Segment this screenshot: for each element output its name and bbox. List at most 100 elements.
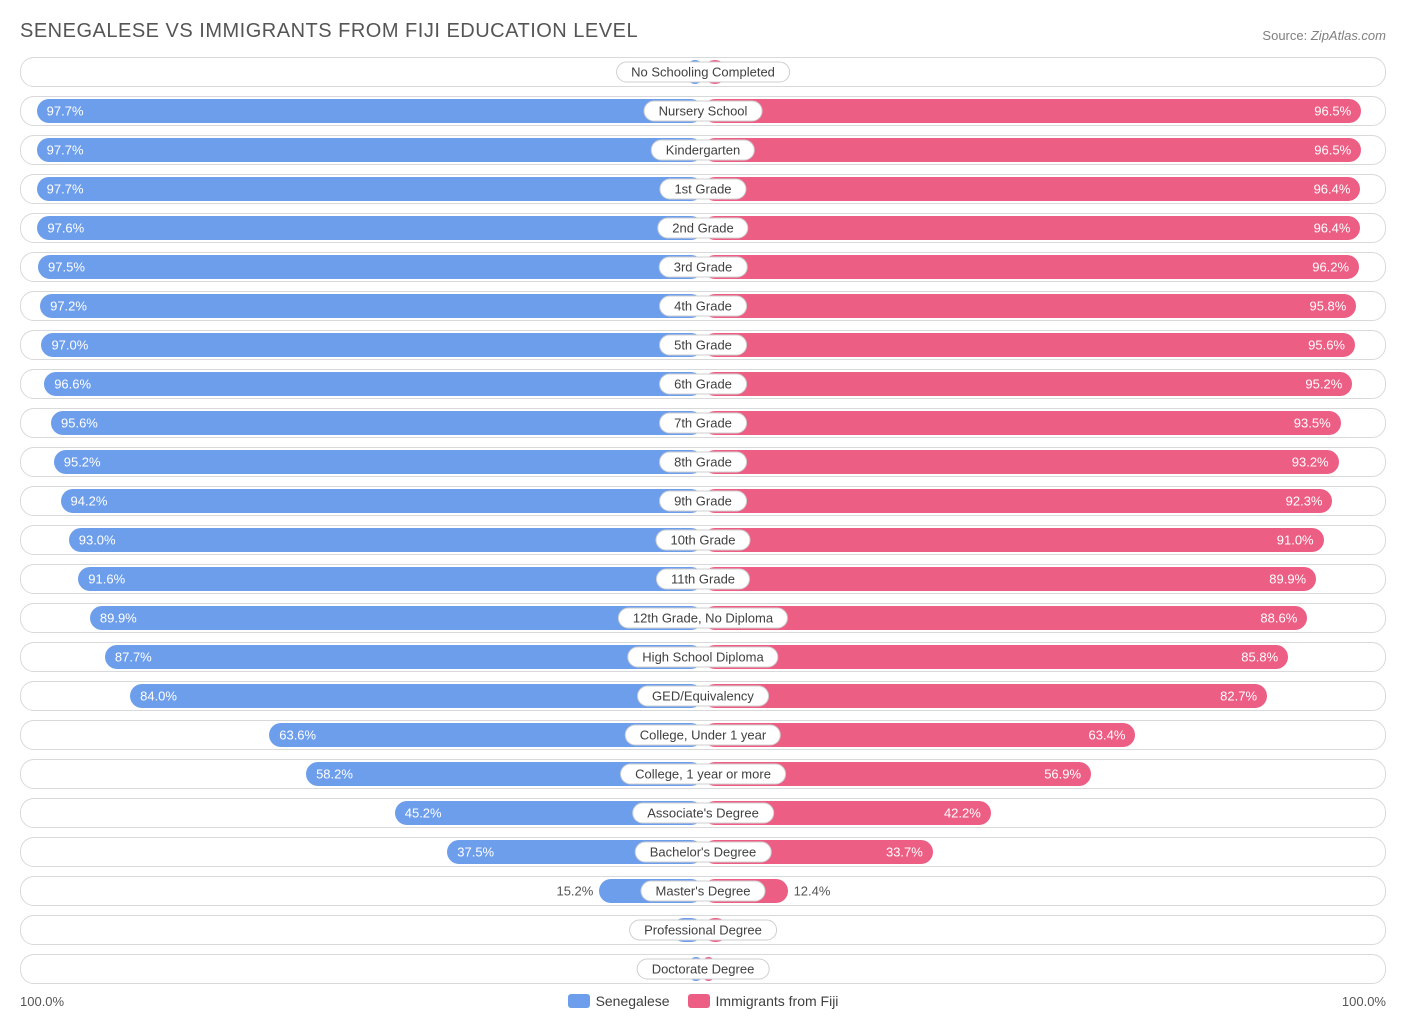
bar-left	[90, 606, 703, 630]
category-label: Nursery School	[644, 101, 763, 122]
category-label: 9th Grade	[659, 491, 747, 512]
pct-left: 95.2%	[64, 455, 101, 470]
category-label: 10th Grade	[655, 530, 750, 551]
category-label: Doctorate Degree	[637, 959, 770, 980]
chart-row: 2.0%1.6%Doctorate Degree	[20, 954, 1386, 984]
bar-right	[703, 177, 1360, 201]
pct-left: 94.2%	[71, 494, 108, 509]
category-label: Professional Degree	[629, 920, 777, 941]
chart-row: 15.2%12.4%Master's Degree	[20, 876, 1386, 906]
legend-item-right: Immigrants from Fiji	[688, 993, 839, 1009]
pct-right: 12.4%	[794, 884, 831, 899]
chart-row: 97.7% 96.5% Nursery School	[20, 96, 1386, 126]
chart-source: Source: ZipAtlas.com	[1262, 28, 1386, 43]
chart-row: 97.2% 95.8% 4th Grade	[20, 291, 1386, 321]
chart-header: SENEGALESE VS IMMIGRANTS FROM FIJI EDUCA…	[20, 20, 1386, 43]
chart-row: 91.6%89.9%11th Grade	[20, 564, 1386, 594]
bar-right	[703, 489, 1332, 513]
pct-right: 42.2%	[944, 806, 981, 821]
category-label: 7th Grade	[659, 413, 747, 434]
chart-row: 95.6% 93.5% 7th Grade	[20, 408, 1386, 438]
chart-row: 97.5% 96.2% 3rd Grade	[20, 252, 1386, 282]
bar-left	[37, 177, 703, 201]
pct-left: 97.7%	[47, 104, 84, 119]
category-label: Bachelor's Degree	[635, 842, 772, 863]
legend-swatch-right	[688, 994, 710, 1008]
pct-left: 97.7%	[47, 182, 84, 197]
bar-right	[703, 216, 1360, 240]
category-label: 11th Grade	[656, 569, 750, 590]
chart-row: 93.0%91.0%10th Grade	[20, 525, 1386, 555]
pct-left: 96.6%	[54, 377, 91, 392]
pct-right: 93.5%	[1294, 416, 1331, 431]
chart-row: 87.7%85.8%High School Diploma	[20, 642, 1386, 672]
category-label: 4th Grade	[659, 296, 747, 317]
legend-label-left: Senegalese	[596, 993, 670, 1009]
chart-row: 89.9%88.6%12th Grade, No Diploma	[20, 603, 1386, 633]
pct-left: 97.5%	[48, 260, 85, 275]
pct-right: 95.8%	[1309, 299, 1346, 314]
pct-right: 93.2%	[1292, 455, 1329, 470]
chart-row: 97.6% 96.4% 2nd Grade	[20, 213, 1386, 243]
bar-right	[703, 411, 1341, 435]
category-label: 3rd Grade	[659, 257, 748, 278]
bar-right	[703, 567, 1316, 591]
category-label: 2nd Grade	[657, 218, 748, 239]
bar-right	[703, 528, 1324, 552]
pct-left: 97.6%	[47, 221, 84, 236]
category-label: 1st Grade	[659, 179, 746, 200]
legend-label-right: Immigrants from Fiji	[716, 993, 839, 1009]
bar-right	[703, 684, 1267, 708]
chart-row: 63.6%63.4%College, Under 1 year	[20, 720, 1386, 750]
chart-footer: 100.0% Senegalese Immigrants from Fiji 1…	[20, 993, 1386, 1009]
chart-row: 4.6%3.7%Professional Degree	[20, 915, 1386, 945]
chart-row: 2.3%3.5%No Schooling Completed	[20, 57, 1386, 87]
pct-right: 91.0%	[1277, 533, 1314, 548]
pct-left: 97.7%	[47, 143, 84, 158]
pct-left: 95.6%	[61, 416, 98, 431]
bar-right	[703, 99, 1361, 123]
pct-left: 97.0%	[51, 338, 88, 353]
bar-right	[703, 372, 1352, 396]
legend: Senegalese Immigrants from Fiji	[568, 993, 839, 1009]
category-label: GED/Equivalency	[637, 686, 769, 707]
pct-right: 96.5%	[1314, 143, 1351, 158]
pct-right: 82.7%	[1220, 689, 1257, 704]
bar-left	[37, 216, 703, 240]
pct-right: 88.6%	[1260, 611, 1297, 626]
axis-right-max: 100.0%	[1342, 994, 1386, 1009]
pct-left: 63.6%	[279, 728, 316, 743]
pct-right: 96.4%	[1314, 182, 1351, 197]
legend-item-left: Senegalese	[568, 993, 670, 1009]
bar-left	[105, 645, 703, 669]
category-label: College, 1 year or more	[620, 764, 786, 785]
pct-left: 91.6%	[88, 572, 125, 587]
category-label: 6th Grade	[659, 374, 747, 395]
bar-left	[69, 528, 703, 552]
pct-left: 97.2%	[50, 299, 87, 314]
bar-left	[130, 684, 703, 708]
category-label: No Schooling Completed	[616, 62, 790, 83]
bar-left	[41, 333, 703, 357]
chart-title: SENEGALESE VS IMMIGRANTS FROM FIJI EDUCA…	[20, 20, 638, 43]
category-label: Associate's Degree	[632, 803, 774, 824]
chart-row: 95.2% 93.2% 8th Grade	[20, 447, 1386, 477]
category-label: 8th Grade	[659, 452, 747, 473]
chart-row: 97.7%96.5%Kindergarten	[20, 135, 1386, 165]
category-label: College, Under 1 year	[625, 725, 781, 746]
pct-right: 92.3%	[1286, 494, 1323, 509]
diverging-bar-chart: 2.3%3.5%No Schooling Completed 97.7% 96.5%…	[20, 57, 1386, 984]
category-label: 5th Grade	[659, 335, 747, 356]
pct-left: 45.2%	[405, 806, 442, 821]
bar-left	[51, 411, 703, 435]
pct-right: 96.2%	[1312, 260, 1349, 275]
pct-left: 37.5%	[457, 845, 494, 860]
pct-left: 84.0%	[140, 689, 177, 704]
pct-right: 96.4%	[1314, 221, 1351, 236]
category-label: Master's Degree	[641, 881, 766, 902]
bar-left	[37, 99, 703, 123]
pct-left: 87.7%	[115, 650, 152, 665]
pct-right: 96.5%	[1314, 104, 1351, 119]
pct-left: 89.9%	[100, 611, 137, 626]
pct-left: 58.2%	[316, 767, 353, 782]
